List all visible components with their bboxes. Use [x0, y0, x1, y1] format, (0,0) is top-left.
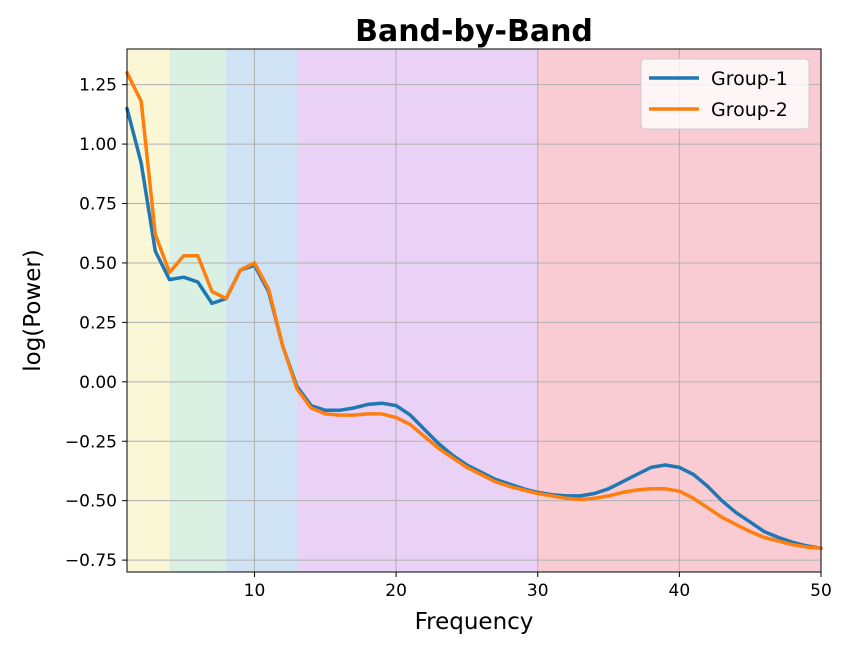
y-axis-title: log(Power) [20, 249, 46, 372]
x-axis-ticks: 10 20 30 40 50 [244, 572, 832, 601]
legend-label-group-1: Group-1 [711, 68, 788, 90]
x-axis-title: Frequency [415, 609, 534, 635]
y-axis-ticks: −0.75 −0.50 −0.25 0.00 0.25 0.50 0.75 1.00 1.25 [65, 76, 127, 571]
band-1 [169, 49, 227, 572]
y-tick-label-3: 0.00 [79, 373, 117, 393]
y-tick-label-0: −0.75 [65, 551, 117, 571]
x-tick-label-1: 20 [385, 581, 407, 601]
x-tick-label-4: 50 [810, 581, 832, 601]
y-tick-label-6: 0.75 [79, 195, 117, 215]
band-2 [226, 49, 297, 572]
legend-label-group-2: Group-2 [711, 99, 788, 121]
series-lines [125, 71, 823, 550]
chart-title: Band-by-Band [355, 14, 593, 49]
x-tick-label-0: 10 [244, 581, 266, 601]
legend: Group-1 Group-2 [640, 58, 810, 130]
plot-frame [126, 48, 822, 573]
y-tick-label-7: 1.00 [79, 135, 117, 155]
y-tick-label-5: 0.50 [79, 254, 117, 274]
y-tick-label-2: −0.25 [65, 432, 117, 452]
y-tick-label-4: 0.25 [79, 313, 117, 333]
y-tick-label-1: −0.50 [65, 492, 117, 512]
band-3 [296, 49, 538, 572]
x-tick-label-2: 30 [527, 581, 549, 601]
y-tick-label-8: 1.25 [79, 76, 117, 96]
x-tick-label-3: 40 [669, 581, 691, 601]
series-line-2 [125, 71, 823, 550]
